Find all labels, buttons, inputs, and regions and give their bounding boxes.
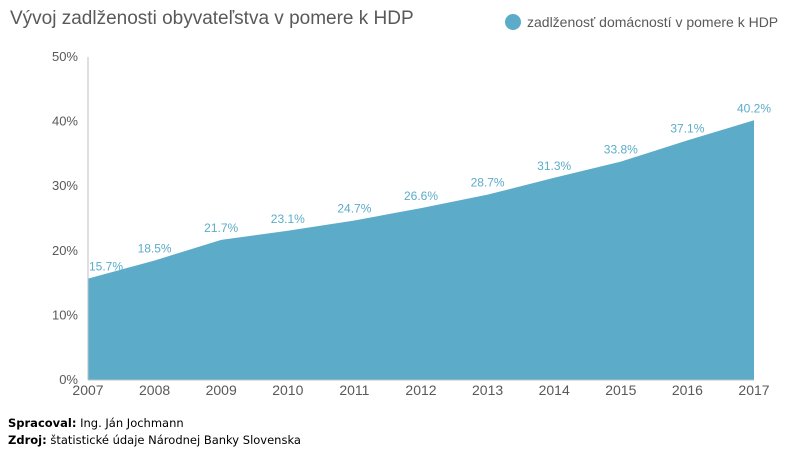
chart-footer: Spracoval: Ing. Ján Jochmann Zdroj: štat… (8, 415, 301, 449)
x-tick-label: 2016 (672, 382, 703, 398)
y-tick-label: 40% (52, 114, 78, 129)
footer-processed-label: Spracoval: (8, 416, 77, 430)
data-label: 33.8% (604, 143, 638, 157)
data-label: 23.1% (271, 212, 305, 226)
y-tick-label: 50% (52, 49, 78, 64)
x-tick-label: 2007 (72, 382, 103, 398)
footer-processed-value: Ing. Ján Jochmann (80, 416, 184, 430)
y-tick-label: 30% (52, 178, 78, 193)
data-label: 26.6% (404, 189, 438, 203)
data-label: 37.1% (670, 121, 704, 135)
legend-marker (505, 14, 521, 30)
x-tick-label: 2015 (605, 382, 636, 398)
x-tick-label: 2011 (339, 382, 369, 398)
footer-source-label: Zdroj: (8, 433, 47, 447)
x-tick-label: 2017 (738, 382, 769, 398)
footer-source: Zdroj: štatistické údaje Národnej Banky … (8, 432, 301, 449)
data-label: 31.3% (537, 159, 571, 173)
data-label: 24.7% (337, 201, 371, 215)
x-tick-label: 2010 (272, 382, 303, 398)
y-tick-label: 10% (52, 307, 78, 322)
data-label: 28.7% (471, 176, 505, 190)
x-tick-label: 2012 (405, 382, 436, 398)
x-tick-label: 2013 (472, 382, 503, 398)
area-series (88, 120, 754, 381)
chart-title: Vývoj zadlženosti obyvateľstva v pomere … (10, 8, 414, 29)
data-label: 40.2% (737, 101, 771, 115)
data-label: 18.5% (138, 241, 172, 255)
data-label: 15.7% (89, 260, 123, 274)
legend-label: zadlženosť domácností v pomere k HDP (527, 14, 779, 30)
x-tick-label: 2009 (206, 382, 237, 398)
data-label: 21.7% (204, 221, 238, 235)
y-tick-label: 0% (59, 372, 78, 387)
x-tick-label: 2008 (139, 382, 170, 398)
chart-legend: zadlženosť domácností v pomere k HDP (505, 14, 778, 30)
footer-processed: Spracoval: Ing. Ján Jochmann (8, 415, 301, 432)
y-tick-label: 20% (52, 243, 78, 258)
x-tick-label: 2014 (539, 382, 570, 398)
footer-source-value: štatistické údaje Národnej Banky Slovens… (50, 433, 301, 447)
